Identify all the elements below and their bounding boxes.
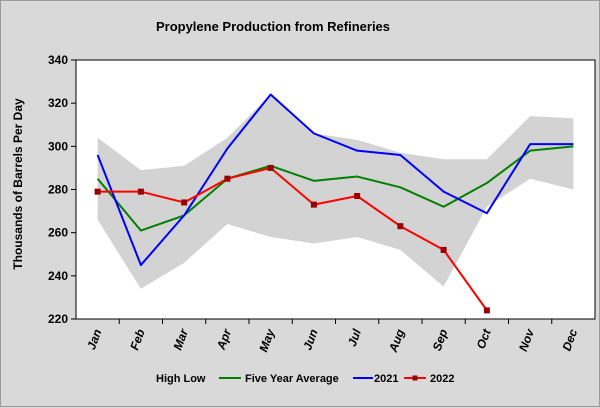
- series-point-2022: [310, 201, 317, 208]
- y-tick-label: 240: [48, 269, 68, 283]
- high-low-band-layer: [97, 94, 574, 289]
- y-tick-label: 320: [48, 96, 68, 110]
- x-tick-label: Jul: [345, 327, 364, 349]
- legend-label-2022: 2022: [430, 373, 454, 385]
- y-axis-label: Thousands of Barrels Per Day: [11, 98, 25, 270]
- series-line-five-year-average: [96, 145, 574, 232]
- series-point-2022: [440, 246, 447, 253]
- y-tick-label: 220: [48, 312, 68, 326]
- series-point-2022: [483, 307, 490, 314]
- legend-marker-2022: [412, 375, 418, 381]
- y-tick-label: 300: [48, 139, 68, 153]
- legend-label-2021: 2021: [374, 373, 398, 385]
- series-line-2022: [97, 166, 488, 311]
- x-tick-label: Oct: [474, 326, 494, 351]
- series-layer: [94, 93, 574, 314]
- series-point-2022: [94, 188, 101, 195]
- x-tick-label: Aug: [386, 327, 408, 355]
- legend-label-five-year-average: Five Year Average: [245, 373, 339, 385]
- x-tick-label: May: [256, 326, 278, 354]
- legend-label-high-low: High Low: [156, 373, 206, 385]
- chart-title: Propylene Production from Refineries: [156, 19, 390, 34]
- series-point-2022: [267, 164, 274, 171]
- y-tick-label: 260: [48, 226, 68, 240]
- series-point-2022: [224, 175, 231, 182]
- x-tick-label: Sep: [430, 327, 451, 352]
- high-low-band: [97, 94, 574, 289]
- y-tick-label: 280: [48, 183, 68, 197]
- legend: High Low Five Year Average 2021 2022: [156, 373, 454, 385]
- series-point-2022: [354, 192, 361, 199]
- y-tick-label: 340: [48, 53, 68, 67]
- x-tick-label: Feb: [127, 327, 147, 352]
- series-line-2021: [96, 93, 574, 267]
- x-tick-label: Apr: [214, 326, 235, 352]
- x-tick-label: Mar: [170, 326, 191, 352]
- x-tick-label: Jun: [300, 327, 320, 352]
- series-point-2022: [181, 199, 188, 206]
- x-tick-label: Jan: [84, 327, 104, 351]
- x-tick-label: Nov: [516, 326, 537, 353]
- series-point-2022: [137, 188, 144, 195]
- x-tick-label: Dec: [560, 327, 581, 353]
- series-point-2022: [397, 223, 404, 230]
- axes: 220 240 260 280 300 320 340 Jan Feb Mar Apr May Jun J…: [48, 53, 596, 355]
